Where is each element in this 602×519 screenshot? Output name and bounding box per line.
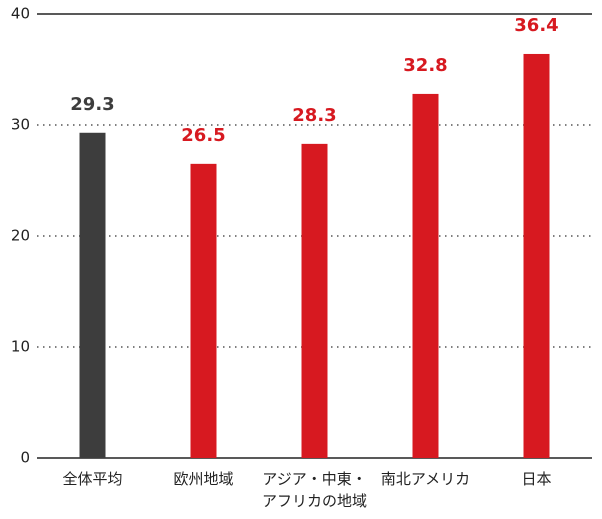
y-tick-label: 0 [20,449,30,467]
bar [301,143,328,458]
data-label: 28.3 [292,105,336,126]
data-label: 29.3 [70,94,114,115]
bar [523,53,550,459]
data-label: 32.8 [403,55,447,76]
data-label: 26.5 [181,125,225,146]
x-tick-label: アジア・中東・アフリカの地域 [261,470,367,510]
y-tick-label: 10 [11,338,30,356]
x-tick-label: 南北アメリカ [380,470,471,488]
x-tick-label: 全体平均 [62,470,123,488]
x-tick-label: 日本 [521,470,552,488]
data-label: 36.4 [514,15,558,36]
y-tick-label: 40 [11,5,30,23]
x-tick-label: 欧州地域 [173,470,234,488]
bar [190,163,217,458]
bar [412,93,439,459]
y-tick-label: 20 [11,227,30,245]
y-tick-label: 30 [11,116,30,134]
bar [79,132,106,458]
